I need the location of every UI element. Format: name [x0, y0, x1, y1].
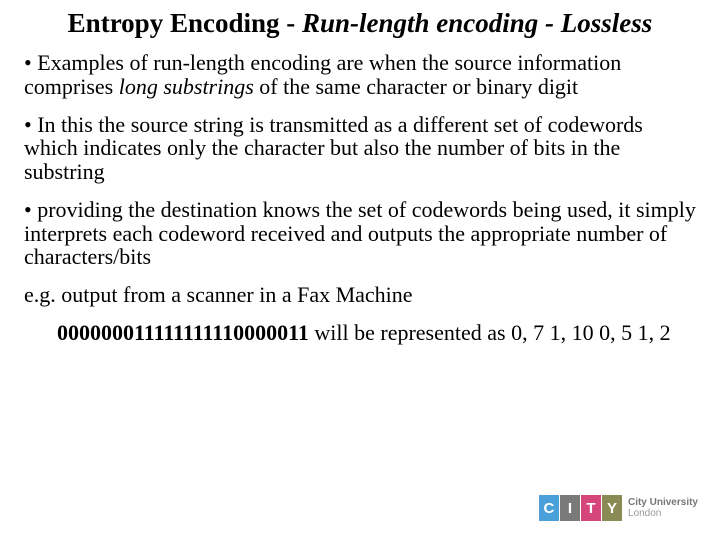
bullet-5: 000000011111111110000011 will be represe… [24, 321, 696, 345]
bullet-1b: long substrings [119, 74, 254, 99]
bullet-1: • Examples of run-length encoding are wh… [24, 51, 696, 99]
bullet-5-bold: 000000011111111110000011 [57, 320, 309, 345]
title-dash: - [280, 8, 303, 38]
title-part1: Entropy Encoding [68, 8, 280, 38]
bullet-3: • providing the destination knows the se… [24, 198, 696, 269]
bullet-5-pre [24, 320, 57, 345]
bullet-1c: of the same character or binary digit [254, 74, 578, 99]
slide-title: Entropy Encoding - Run-length encoding -… [24, 8, 696, 39]
bullet-2: • In this the source string is transmitt… [24, 113, 696, 184]
bullet-4: e.g. output from a scanner in a Fax Mach… [24, 283, 696, 307]
bullet-5-post: will be represented as 0, 7 1, 10 0, 5 1… [309, 320, 671, 345]
logo-line1: City University [628, 497, 698, 508]
logo-text: City University London [628, 497, 698, 519]
logo-tile-y: Y [602, 495, 622, 521]
logo-tile-t: T [581, 495, 601, 521]
logo-tile-c: C [539, 495, 559, 521]
logo-line2: London [628, 508, 698, 519]
title-part2: Run-length encoding - Lossless [302, 8, 652, 38]
logo-tile-i: I [560, 495, 580, 521]
logo-tiles: C I T Y [539, 495, 622, 521]
city-university-logo: C I T Y City University London [539, 492, 698, 524]
